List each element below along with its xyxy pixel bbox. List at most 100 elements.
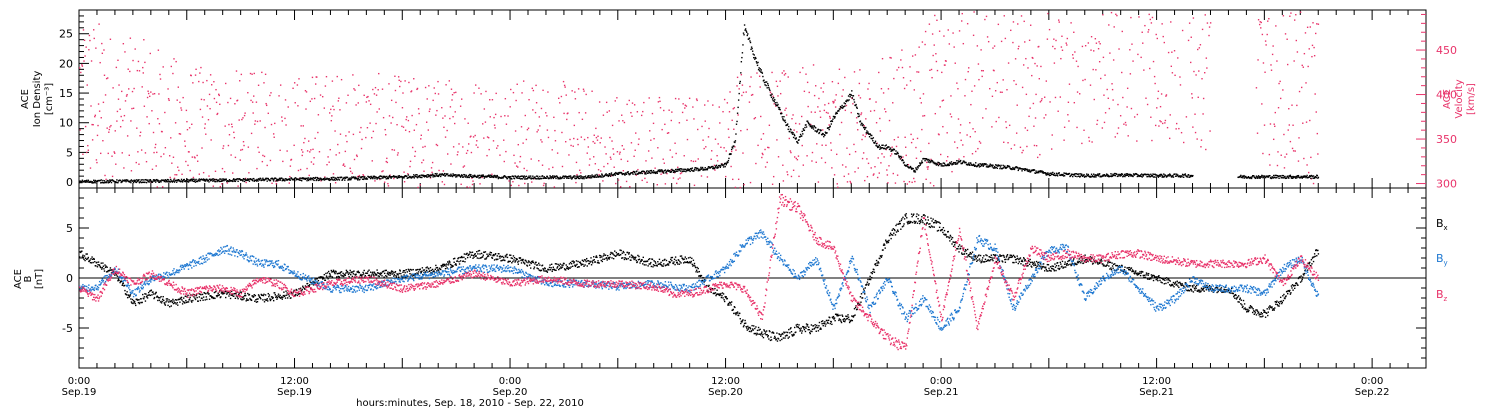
data-point xyxy=(247,178,249,180)
data-point xyxy=(1021,151,1023,154)
data-point xyxy=(447,173,449,175)
data-point xyxy=(1292,124,1294,126)
data-point xyxy=(947,163,949,166)
data-point xyxy=(216,180,218,183)
data-point xyxy=(349,177,351,179)
data-point xyxy=(1087,174,1089,177)
data-point xyxy=(930,161,932,163)
data-point xyxy=(478,177,480,179)
data-point xyxy=(686,138,689,141)
data-point xyxy=(982,117,984,119)
data-point xyxy=(238,119,240,121)
data-point xyxy=(843,105,845,108)
data-point xyxy=(1126,106,1128,108)
data-point xyxy=(738,88,740,90)
data-point xyxy=(667,169,669,171)
data-point xyxy=(1115,13,1117,16)
data-point xyxy=(822,91,824,93)
data-point xyxy=(232,172,234,174)
data-point xyxy=(296,289,298,291)
data-point xyxy=(472,174,474,177)
data-point xyxy=(362,174,364,176)
data-point xyxy=(493,116,495,119)
data-point xyxy=(1091,141,1093,143)
data-point xyxy=(121,181,123,183)
data-point xyxy=(1021,86,1024,89)
data-point xyxy=(515,165,518,167)
data-point xyxy=(915,167,917,169)
data-point xyxy=(1147,175,1149,178)
data-point xyxy=(406,271,408,273)
data-point xyxy=(816,143,818,145)
data-point xyxy=(300,125,302,127)
data-point xyxy=(347,178,350,181)
data-point xyxy=(290,297,292,299)
data-point xyxy=(590,177,593,179)
data-point xyxy=(357,271,359,273)
data-point xyxy=(613,166,615,168)
data-point xyxy=(363,269,365,272)
data-point xyxy=(1264,71,1266,73)
data-point xyxy=(800,115,803,118)
data-point xyxy=(333,176,335,179)
data-point xyxy=(408,270,411,272)
data-point xyxy=(353,177,356,179)
data-point xyxy=(1040,99,1043,102)
data-point xyxy=(582,175,584,178)
data-point xyxy=(368,100,370,102)
data-point xyxy=(748,37,751,39)
data-point xyxy=(926,166,928,168)
data-point xyxy=(734,186,737,189)
data-point xyxy=(553,186,556,188)
data-point xyxy=(502,177,504,179)
data-point xyxy=(510,88,512,91)
data-point xyxy=(244,112,246,114)
data-point xyxy=(661,169,663,172)
data-point xyxy=(602,114,605,116)
data-point xyxy=(735,149,737,151)
data-point xyxy=(362,271,364,274)
data-point xyxy=(341,275,344,277)
data-point xyxy=(811,151,814,154)
data-point xyxy=(593,176,595,179)
data-point xyxy=(700,175,703,177)
data-point xyxy=(268,295,270,298)
data-point xyxy=(1093,176,1095,178)
data-point xyxy=(130,170,133,172)
data-point xyxy=(743,34,745,36)
data-point xyxy=(950,95,952,97)
data-point xyxy=(799,133,802,136)
data-point xyxy=(1165,94,1168,96)
data-point xyxy=(1122,96,1124,99)
data-point xyxy=(963,160,965,162)
data-point xyxy=(540,177,543,180)
data-point xyxy=(1148,13,1150,16)
data-point xyxy=(184,295,187,298)
data-point xyxy=(189,179,191,181)
data-point xyxy=(885,148,887,150)
data-point xyxy=(84,55,86,57)
data-point xyxy=(451,174,453,177)
data-point xyxy=(605,153,607,155)
data-point xyxy=(1109,175,1112,177)
data-point xyxy=(526,169,528,172)
data-point xyxy=(480,93,482,95)
data-point xyxy=(385,160,387,163)
data-point xyxy=(411,146,414,149)
data-point xyxy=(1083,176,1086,178)
data-point xyxy=(285,294,288,296)
data-point xyxy=(431,171,433,174)
data-point xyxy=(208,175,210,177)
data-point xyxy=(171,181,174,183)
data-point xyxy=(279,149,281,152)
data-point xyxy=(422,146,424,148)
data-point xyxy=(1260,21,1262,24)
data-point xyxy=(1015,132,1018,134)
data-point xyxy=(167,179,170,181)
data-point xyxy=(1095,42,1098,44)
data-point xyxy=(779,80,781,82)
data-point xyxy=(253,72,255,75)
data-point xyxy=(927,166,930,168)
data-point xyxy=(482,174,484,176)
